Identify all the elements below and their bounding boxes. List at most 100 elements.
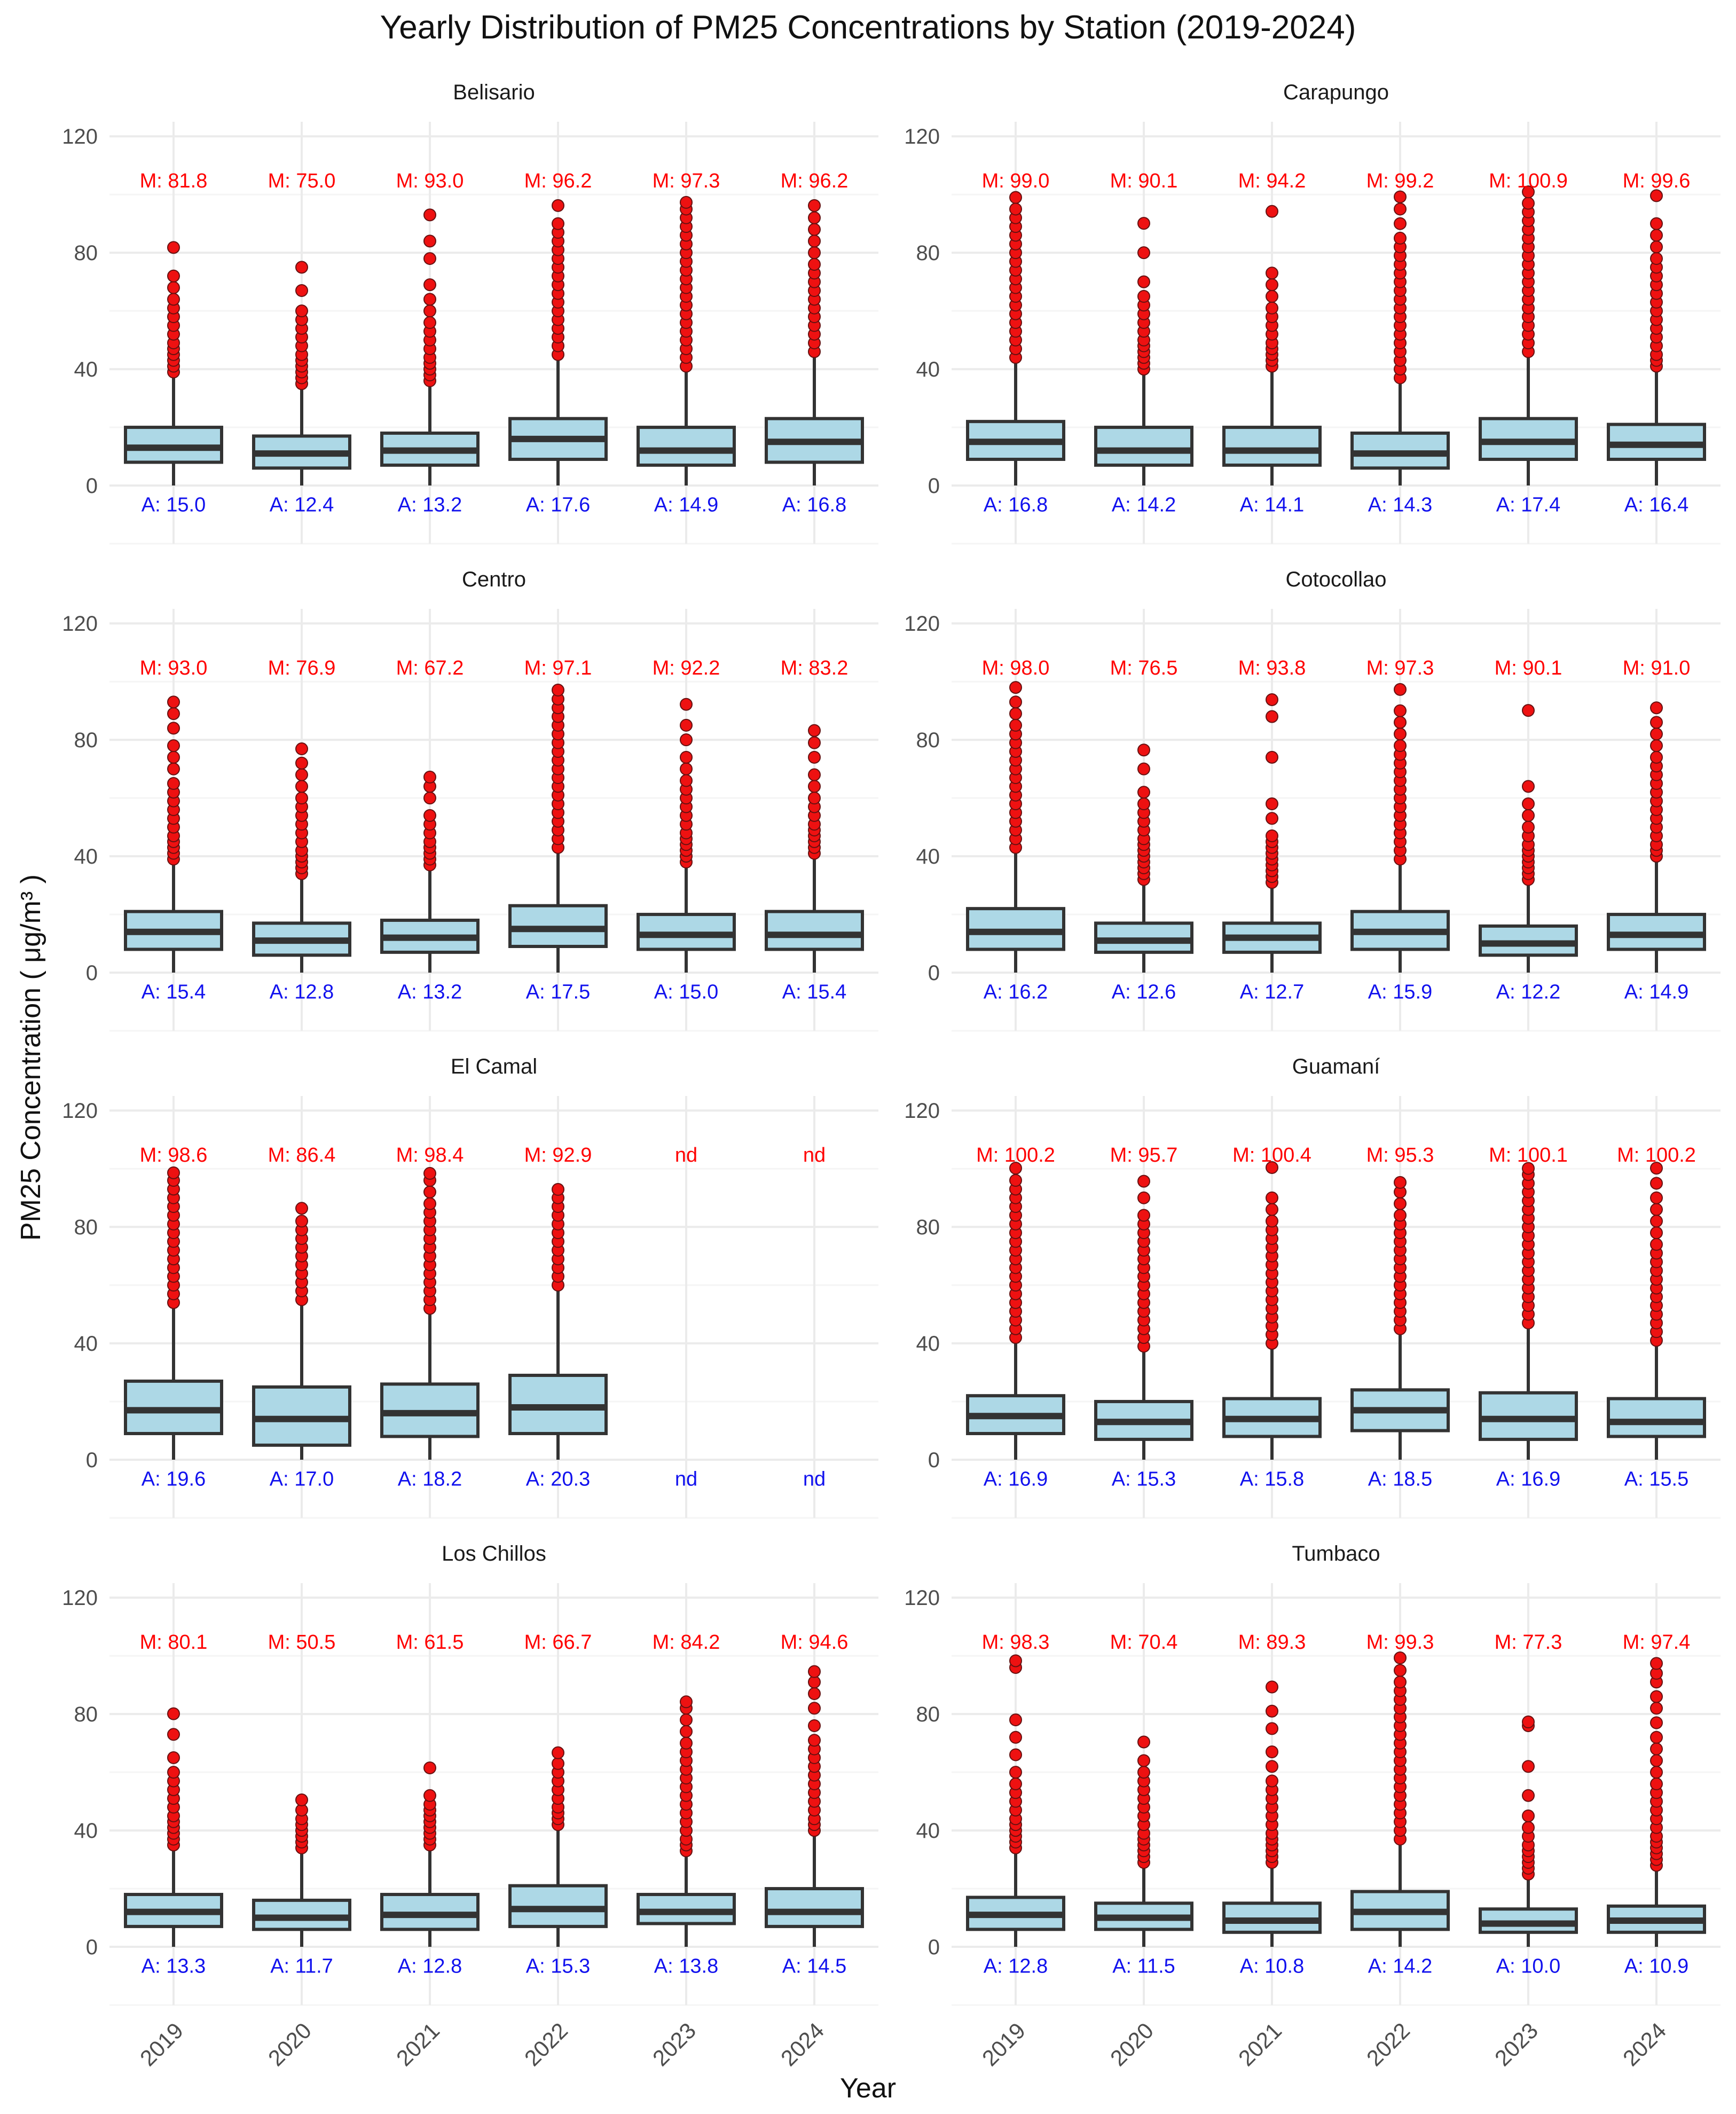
outlier-point xyxy=(167,777,180,790)
max-label: M: 76.5 xyxy=(1110,657,1178,679)
outlier-point xyxy=(295,304,308,318)
box-2021 xyxy=(380,770,480,973)
box-2019 xyxy=(966,1654,1065,1947)
avg-label: A: 15.4 xyxy=(782,981,846,1004)
outlier-point xyxy=(1266,693,1278,706)
y-tick-label: 120 xyxy=(904,1099,940,1123)
box-2023 xyxy=(1479,185,1578,486)
x-tick-label: 2020 xyxy=(263,2018,316,2071)
outlier-point xyxy=(1009,202,1022,216)
facet-title: Los Chillos xyxy=(442,1542,546,1565)
avg-label: A: 14.2 xyxy=(1112,494,1176,516)
avg-label: A: 15.5 xyxy=(1624,1468,1688,1491)
outlier-point xyxy=(1266,1680,1278,1694)
max-label: M: 66.7 xyxy=(524,1631,592,1654)
x-tick-label: 2021 xyxy=(1234,2018,1286,2071)
box-2024 xyxy=(1607,189,1706,486)
outlier-point xyxy=(808,246,821,260)
outlier-point xyxy=(808,750,821,764)
avg-label: A: 13.2 xyxy=(398,494,462,516)
outlier-point xyxy=(295,780,308,793)
outlier-point xyxy=(167,750,180,764)
outlier-point xyxy=(1137,786,1150,799)
outlier-point xyxy=(808,792,821,805)
outlier-point xyxy=(1137,275,1150,288)
max-label: M: 83.2 xyxy=(781,657,849,679)
outlier-point xyxy=(680,774,693,787)
outlier-point xyxy=(1266,1745,1278,1758)
avg-label: A: 10.9 xyxy=(1624,1955,1688,1978)
max-label: M: 77.3 xyxy=(1495,1631,1562,1654)
outlier-point xyxy=(1522,1809,1535,1822)
outlier-point xyxy=(1394,1651,1407,1665)
outlier-point xyxy=(1266,829,1278,842)
avg-label: A: 12.6 xyxy=(1112,981,1176,1004)
outlier-point xyxy=(167,1166,180,1179)
outlier-point xyxy=(808,1719,821,1732)
outlier-point xyxy=(1650,189,1663,202)
avg-label: A: 10.0 xyxy=(1496,1955,1560,1978)
outlier-point xyxy=(423,1789,436,1802)
box-2022 xyxy=(508,1183,608,1460)
outlier-point xyxy=(680,762,693,776)
outlier-point xyxy=(1650,1716,1663,1729)
box-2021 xyxy=(1222,693,1322,973)
outlier-point xyxy=(423,1166,436,1180)
max-label: M: 97.1 xyxy=(524,657,592,679)
outlier-point xyxy=(167,695,180,709)
outlier-point xyxy=(680,195,693,209)
avg-label: A: 18.2 xyxy=(398,1468,462,1491)
outlier-point xyxy=(1266,1161,1278,1175)
outlier-point xyxy=(1137,1175,1150,1188)
outlier-point xyxy=(1266,812,1278,825)
max-label: M: 93.0 xyxy=(396,170,464,192)
outlier-point xyxy=(552,1757,564,1770)
box-2024 xyxy=(1607,701,1706,973)
avg-label: A: 11.7 xyxy=(270,1955,333,1978)
outlier-point xyxy=(1650,1777,1663,1790)
outlier-point xyxy=(1650,1191,1663,1204)
box-2019 xyxy=(966,681,1065,973)
outlier-point xyxy=(1650,1742,1663,1756)
box-iqr xyxy=(1222,426,1322,467)
box-2022 xyxy=(1350,683,1450,973)
box-2021 xyxy=(1222,1680,1322,1947)
y-tick-label: 40 xyxy=(74,358,98,381)
outlier-point xyxy=(808,780,821,793)
outlier-point xyxy=(1009,681,1022,694)
outlier-point xyxy=(1266,1774,1278,1788)
box-2019 xyxy=(124,1166,223,1460)
max-label: M: 80.1 xyxy=(140,1631,208,1654)
avg-label: A: 13.2 xyxy=(398,981,462,1004)
y-tick-label: 120 xyxy=(904,612,940,636)
max-label: M: 90.1 xyxy=(1495,657,1562,679)
outlier-point xyxy=(1522,1789,1535,1802)
outlier-point xyxy=(1137,1754,1150,1767)
avg-label: A: 11.5 xyxy=(1112,1955,1175,1978)
avg-label: nd xyxy=(675,1468,697,1491)
x-tick-label: 2022 xyxy=(1362,2018,1415,2071)
avg-label: A: 14.9 xyxy=(654,494,718,516)
y-tick-label: 0 xyxy=(928,1936,940,1959)
outlier-point xyxy=(167,1707,180,1720)
outlier-point xyxy=(1394,1176,1407,1189)
outlier-point xyxy=(1650,1203,1663,1216)
box-2020 xyxy=(1094,743,1193,973)
outlier-point xyxy=(423,208,436,222)
max-label: M: 95.7 xyxy=(1110,1144,1178,1166)
box-2023 xyxy=(637,195,736,486)
outlier-point xyxy=(295,284,308,297)
outlier-point xyxy=(167,1751,180,1764)
outlier-point xyxy=(1009,1162,1022,1175)
outlier-point xyxy=(423,304,436,318)
max-label: M: 100.2 xyxy=(976,1144,1055,1166)
facet-panel-los-chillos: Los Chillos 0 40 80 120 M: 80.1 A: 13.3 M: 50.5… xyxy=(62,1542,878,2071)
avg-label: A: 12.4 xyxy=(270,494,334,516)
box-2022 xyxy=(1350,1651,1450,1947)
x-tick-label: 2024 xyxy=(1618,2018,1671,2071)
y-tick-label: 0 xyxy=(928,961,940,985)
outlier-point xyxy=(1394,1197,1407,1210)
y-tick-label: 80 xyxy=(74,1703,98,1726)
y-tick-label: 120 xyxy=(62,1586,98,1610)
